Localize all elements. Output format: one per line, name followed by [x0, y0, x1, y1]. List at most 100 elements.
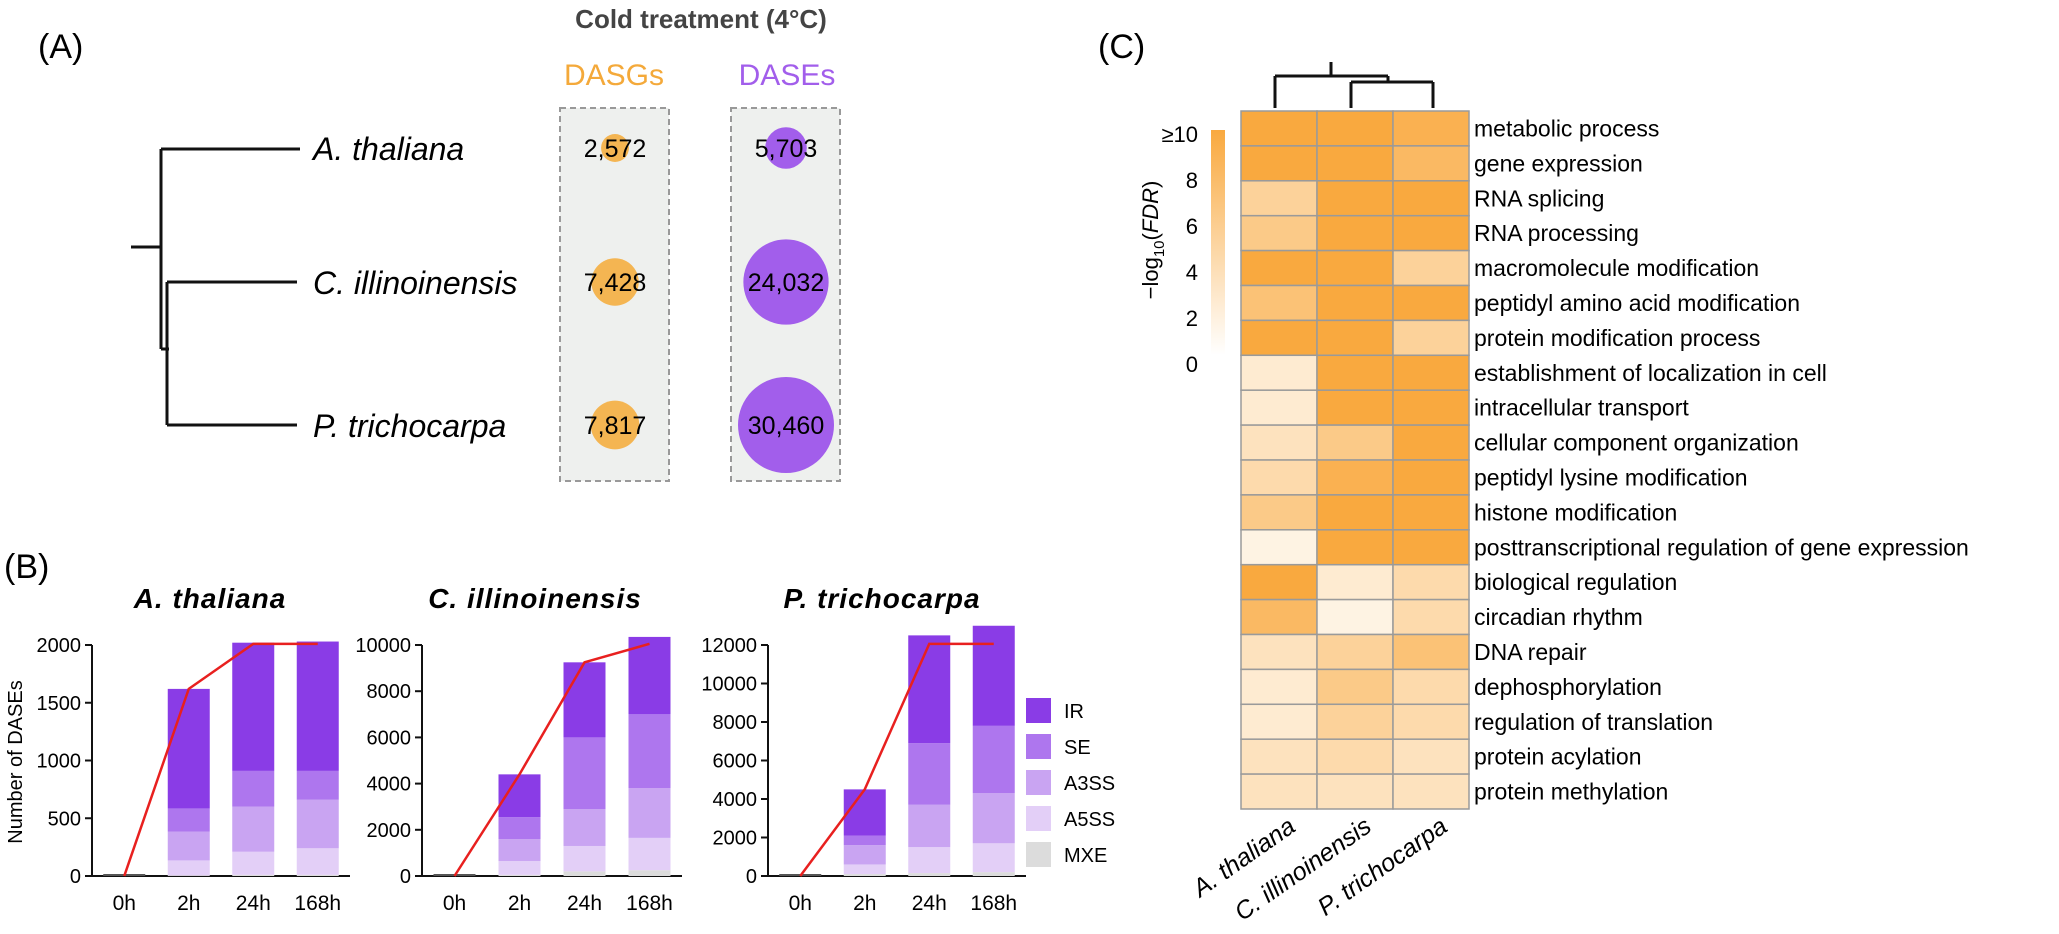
heatmap-cell [1240, 389, 1318, 426]
legend-label: MXE [1064, 845, 1107, 867]
legend-label: IR [1064, 701, 1084, 723]
heatmap-cell [1392, 110, 1470, 147]
heatmap-row-label: RNA splicing [1474, 185, 1604, 211]
dases-value: 24,032 [748, 269, 824, 297]
dases-value: 30,460 [748, 412, 824, 440]
bar-chart-title: C. illinoinensis [428, 583, 642, 614]
heatmap-cell [1392, 319, 1470, 357]
legend-label: SE [1064, 737, 1091, 759]
x-tick-label: 2h [177, 892, 200, 915]
bar-segment-ir [843, 789, 886, 836]
dasgs-value: 2,572 [584, 135, 647, 163]
x-tick-label: 168h [294, 892, 341, 915]
heatmap-cell [1392, 773, 1470, 810]
dases-value: 5,703 [755, 135, 818, 163]
y-tick-label: 0 [70, 866, 81, 888]
dases-bubble [765, 127, 807, 169]
bar-segment-a5ss [628, 837, 671, 871]
heatmap-cell [1392, 563, 1470, 601]
heatmap-cell [1392, 738, 1470, 775]
bar-segment-a3ss [167, 831, 210, 861]
heatmap-row-label: posttranscriptional regulation of gene e… [1474, 534, 1969, 560]
heatmap-row-label: cellular component organization [1474, 430, 1799, 456]
heatmap-cell [1316, 389, 1394, 426]
heatmap-row-label: protein modification process [1474, 325, 1760, 351]
y-tick-label: 10000 [355, 635, 411, 657]
bar-segment-se [232, 770, 275, 807]
bar-segment-a3ss [563, 809, 606, 846]
bar-chart-title: A. thaliana [133, 583, 287, 614]
heatmap-row-label: intracellular transport [1474, 395, 1689, 421]
heatmap-row-label: RNA processing [1474, 220, 1639, 246]
heatmap-row-label: gene expression [1474, 150, 1643, 176]
bar-segment-se [498, 817, 541, 840]
bar-segment-mxe [972, 872, 1015, 876]
bar-segment-ir [972, 625, 1015, 726]
bar-segment-a3ss [296, 799, 339, 849]
bar-segment-a5ss [498, 860, 541, 875]
y-tick-label: 8000 [713, 712, 758, 734]
y-tick-label: 0 [746, 866, 757, 888]
heatmap-cell [1316, 738, 1394, 775]
bar-segment-a5ss [296, 848, 339, 875]
heatmap-cell [1392, 284, 1470, 322]
heatmap-cell [1316, 703, 1394, 740]
x-tick-label: 24h [567, 892, 602, 915]
heatmap-cell [1316, 773, 1394, 810]
legend-label: A3SS [1064, 773, 1115, 795]
fdr-color-scale [1211, 130, 1225, 355]
bar-segment-mxe [498, 874, 541, 876]
heatmap-cell [1240, 180, 1318, 217]
bar-segment-mxe [563, 871, 606, 876]
heatmap-dendrogram [1273, 62, 1435, 108]
heatmap-column-label: P. trichocarpa [1313, 812, 1453, 922]
bar-segment-mxe [232, 874, 275, 876]
bar-segment-mxe [628, 870, 671, 876]
y-tick-label: 1000 [37, 751, 82, 773]
bar-segment-a5ss [972, 843, 1015, 873]
bar-segment-ir [232, 642, 275, 771]
heatmap-cell [1392, 703, 1470, 740]
dases-bubble [743, 239, 829, 325]
heatmap-cell [1240, 598, 1318, 636]
dasgs-column-title: DASGs [564, 59, 664, 92]
x-tick-label: 24h [236, 892, 271, 915]
y-tick-label: 1500 [37, 693, 82, 715]
heatmap-cell [1240, 145, 1318, 182]
heatmap-row-label: biological regulation [1474, 569, 1677, 595]
panel-b-ylabel: Number of DASEs [5, 680, 27, 843]
fdr-scale-tick: 2 [1186, 306, 1198, 331]
x-tick-label: 168h [626, 892, 673, 915]
heatmap-cell [1316, 668, 1394, 706]
panel-a-label: (A) [38, 28, 83, 66]
heatmap-cell [1240, 284, 1318, 322]
heatmap-cell [1240, 494, 1318, 531]
dasgs-bubble [591, 258, 639, 306]
heatmap-cell [1240, 110, 1318, 147]
heatmap: metabolic process gene expression RNA spli… [1186, 110, 1969, 927]
heatmap-cell [1392, 389, 1470, 426]
total-line [453, 642, 650, 877]
heatmap-cell [1392, 424, 1470, 461]
heatmap-row-label: DNA repair [1474, 639, 1587, 665]
bar-segment-ir [563, 662, 606, 738]
bar-segment-se [167, 808, 210, 832]
heatmap-cell [1316, 598, 1394, 636]
bar-segment-a5ss [908, 847, 951, 874]
fdr-scale-title: −log10(FDR) [1138, 181, 1168, 300]
heatmap-cell [1392, 494, 1470, 531]
heatmap-cell [1392, 145, 1470, 182]
bar-segment-ir [296, 641, 339, 771]
bar-segment-mxe [167, 875, 210, 876]
legend-swatch-a5ss [1026, 806, 1051, 831]
y-tick-label: 0 [400, 866, 411, 888]
bar-segment-mxe [296, 874, 339, 876]
heatmap-row-label: peptidyl amino acid modification [1474, 290, 1800, 316]
bar-segment-a3ss [843, 845, 886, 865]
heatmap-cell [1316, 494, 1394, 531]
bar-segment-a3ss [908, 804, 951, 848]
heatmap-cell [1240, 563, 1318, 601]
legend-swatch-mxe [1026, 842, 1051, 867]
panel-a: (A) Cold treatment (4°C) DASGs DASEs A. … [38, 4, 841, 482]
